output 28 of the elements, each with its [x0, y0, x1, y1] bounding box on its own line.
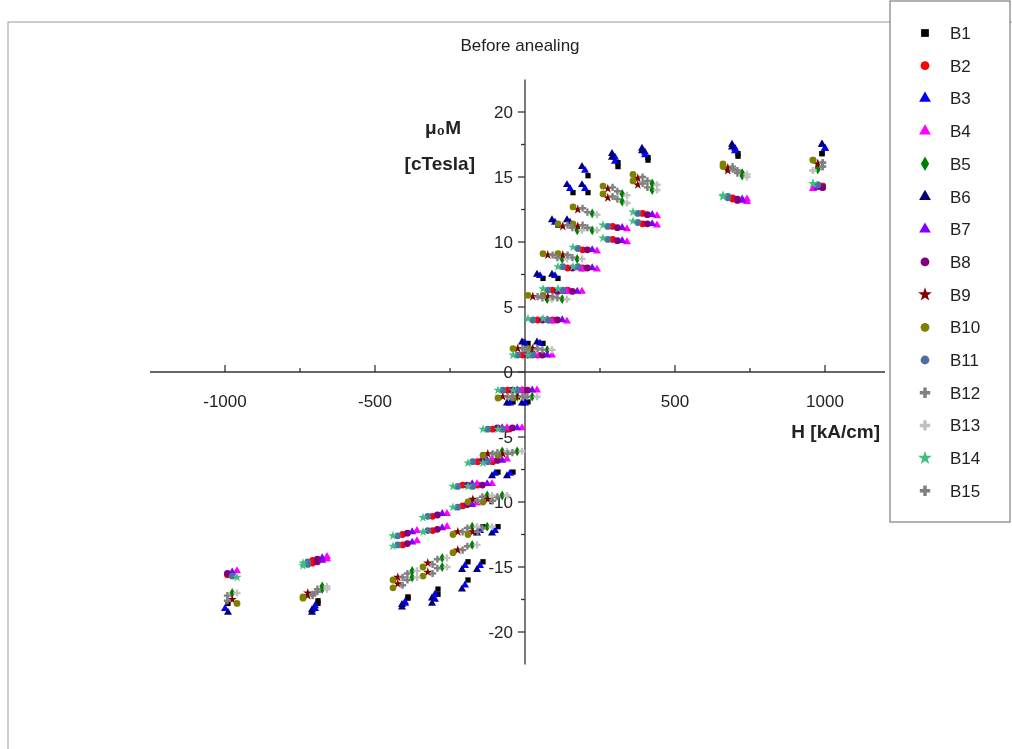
x-axis-title: H [kA/cm]	[791, 421, 880, 442]
legend-label: B4	[950, 122, 971, 142]
legend-label: B5	[950, 154, 971, 174]
y-tick-label: 20	[494, 103, 513, 122]
y-tick-label: 15	[494, 168, 513, 187]
legend-label: B13	[950, 416, 981, 436]
y-tick-label: 5	[503, 298, 513, 317]
legend-label: B6	[950, 187, 971, 207]
legend-label: B7	[950, 220, 971, 240]
legend-label: B9	[950, 285, 971, 305]
legend-label: B10	[950, 318, 981, 338]
legend-label: B8	[950, 252, 971, 272]
x-tick-label: -500	[357, 392, 393, 411]
legend-label: B11	[950, 351, 979, 370]
x-tick-label: 500	[660, 392, 690, 411]
legend-label: B12	[950, 383, 981, 403]
x-tick-label: -1000	[203, 392, 247, 411]
legend-label: B3	[950, 89, 971, 109]
legend-label: B2	[950, 56, 971, 76]
x-tick-label: 1000	[806, 392, 844, 411]
chart-title: Before anealing	[460, 36, 580, 55]
y-tick-label: 10	[494, 233, 513, 252]
y-tick-label: -20	[488, 623, 513, 642]
y-tick-label: -15	[488, 558, 513, 577]
y-axis-title: μ₀M [cTesla]	[404, 117, 475, 174]
legend-label: B15	[950, 481, 981, 501]
legend-label: B14	[950, 449, 981, 469]
legend-label: B1	[950, 24, 971, 43]
